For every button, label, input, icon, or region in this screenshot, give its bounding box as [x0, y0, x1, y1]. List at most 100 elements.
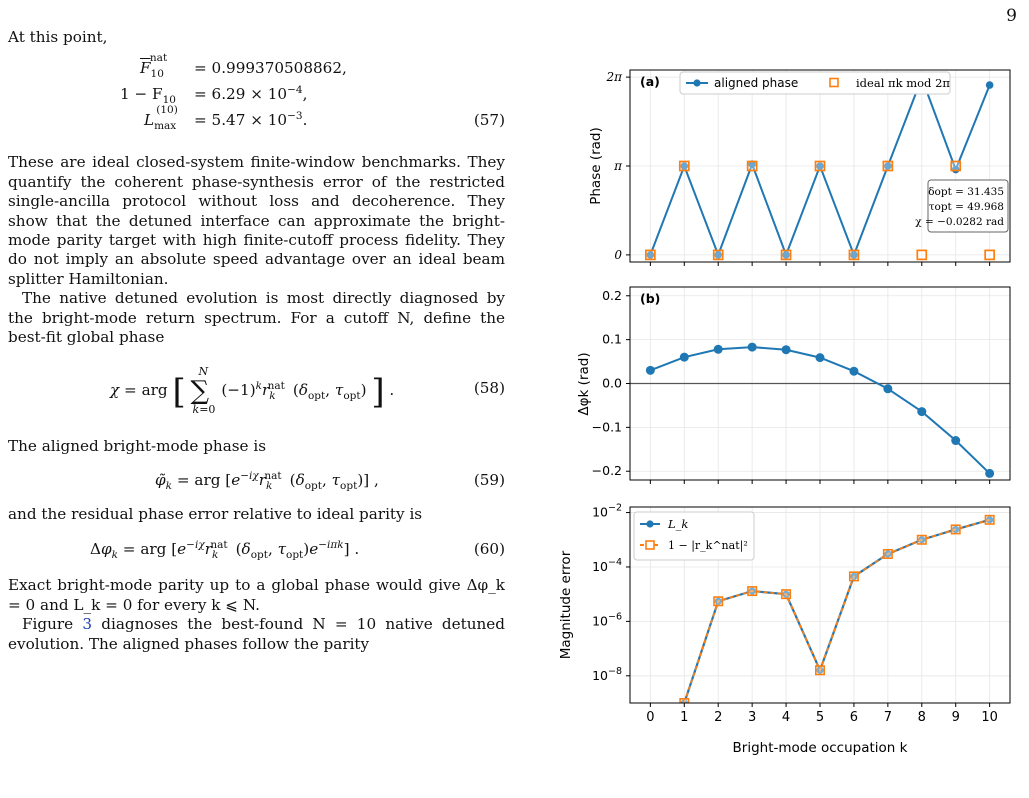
y-tick-label: 0.2	[602, 288, 622, 303]
eq59-number: (59)	[473, 470, 505, 489]
paragraph-benchmarks: These are ideal closed-system finite-win…	[8, 153, 505, 288]
magnitude-point	[747, 586, 758, 597]
x-tick-label: 10	[981, 710, 998, 725]
phase-error-point	[849, 366, 859, 376]
magnitude-point	[882, 548, 893, 559]
x-tick-label: 1	[680, 710, 688, 725]
fig-ref-pre: Figure	[22, 615, 83, 634]
phase-error-point	[815, 353, 825, 363]
ideal-phase-point	[814, 160, 826, 172]
legend-magnitude: 1 − |r_k^nat|²	[668, 539, 748, 553]
panel-a-label: (a)	[640, 74, 660, 89]
aligned-phase-point	[646, 251, 655, 259]
magnitude-point	[848, 571, 859, 582]
paragraph-figure-ref: Figure 3 diagnoses the best-found N = 10…	[8, 615, 505, 654]
y-tick-label: 10−6	[592, 611, 622, 628]
aligned-phase-point	[714, 251, 723, 259]
legend-lk-marker	[646, 520, 654, 528]
aligned-phase-point	[816, 162, 824, 170]
aligned-phase-point	[985, 81, 994, 89]
phase-error-point	[883, 384, 893, 394]
magnitude-point	[950, 524, 961, 535]
aligned-phase-point	[951, 165, 960, 174]
eq57-line2-value: = 6.29 × 10	[194, 85, 288, 104]
aligned-phase-point	[884, 162, 892, 170]
x-axis-label: Bright-mode occupation k	[733, 740, 908, 756]
ideal-phase-point	[645, 249, 656, 261]
panel-b-ylabel: Δφk (rad)	[576, 352, 592, 415]
x-tick-label: 9	[952, 710, 960, 725]
panel-b-label: (b)	[640, 291, 660, 306]
fig-ref-post: diagnoses the best-found N = 10 native d…	[8, 615, 505, 653]
y-tick-label: 0.1	[602, 332, 622, 347]
eq57-line1-value: = 0.999370508862,	[194, 59, 347, 78]
eq57-line3-symbol: L	[144, 111, 155, 130]
page-number: 9	[1006, 6, 1017, 26]
eq58-number: (58)	[473, 379, 505, 398]
magnitude-point	[781, 589, 792, 600]
intro-text: At this point,	[8, 28, 108, 46]
ideal-phase-point	[712, 249, 724, 261]
eq57-line1-symbol: F	[140, 59, 151, 78]
paragraph-return-spectrum: The native detuned evolution is most dir…	[8, 289, 505, 347]
panel-a-annotation: δopt = 31.435 τopt = 49.968 χ = −0.0282 …	[915, 179, 1009, 233]
legend-lk: L_k	[667, 517, 688, 531]
equation-58: χ = arg [ N ∑ k=0 (−1)krknat (δopt, τopt)…	[110, 365, 505, 417]
panel-c-ylabel: Magnitude error	[558, 550, 574, 659]
magnitude-point	[984, 514, 995, 525]
eq57-number: (57)	[473, 111, 505, 130]
x-tick-label: 3	[748, 710, 756, 725]
y-tick-label: π	[613, 159, 623, 173]
equation-60: Δφk = arg [e−iχrknat (δopt, τopt)e−iπk] .…	[90, 539, 505, 562]
y-tick-label: −0.2	[592, 463, 622, 478]
x-tick-label: 5	[816, 710, 824, 725]
ideal-phase-point	[984, 249, 995, 261]
y-tick-label: 10−4	[592, 557, 622, 574]
equation-59: φ̃k = arg [e−iχrknat (δopt, τopt)] , (59)	[155, 469, 505, 492]
figure-3-link[interactable]: 3	[82, 615, 93, 634]
aligned-phase-point	[680, 162, 689, 170]
phase-error-point	[951, 436, 961, 446]
ideal-phase-point	[746, 160, 758, 172]
eq57-line2-exponent: −4	[287, 84, 303, 97]
aligned-phase-point	[782, 251, 790, 259]
phase-error-point	[713, 344, 723, 354]
eq57-line2-symbol: 1 − F	[120, 85, 163, 104]
text-column: At this point, F10nat = 0.999370508862, …	[8, 24, 505, 654]
legend-aligned-phase: aligned phase	[714, 76, 798, 90]
magnitude-point	[713, 596, 724, 607]
eq60-number: (60)	[473, 540, 505, 559]
ideal-phase-point	[950, 160, 962, 172]
y-tick-label: 2π	[605, 70, 623, 84]
y-tick-label: 0	[614, 248, 622, 262]
magnitude-point	[916, 534, 927, 545]
lk-point	[986, 516, 994, 524]
phase-error-point	[985, 468, 995, 478]
phase-error-point	[781, 345, 791, 355]
panel-a-ylabel: Phase (rad)	[588, 127, 604, 205]
phase-error-point	[917, 407, 927, 417]
phase-error-point	[747, 342, 757, 352]
legend-ideal-marker	[829, 77, 839, 88]
y-tick-label: 10−8	[592, 666, 622, 683]
paragraph-residual: and the residual phase error relative to…	[8, 504, 423, 523]
y-tick-label: 0.0	[602, 376, 622, 391]
x-tick-label: 8	[918, 710, 926, 725]
paragraph-exact-parity: Exact bright-mode parity up to a global …	[8, 576, 505, 614]
x-tick-label: 6	[850, 710, 858, 725]
phase-error-point	[645, 365, 655, 375]
legend-aligned-marker	[693, 79, 701, 87]
aligned-phase-point	[850, 251, 858, 259]
x-tick-label: 7	[884, 710, 892, 725]
annotation-tau-opt: τopt = 49.968	[929, 201, 1004, 213]
ideal-phase-point	[916, 249, 928, 261]
legend-mag-marker	[645, 540, 655, 550]
ideal-phase-point	[882, 160, 894, 172]
x-tick-label: 2	[714, 710, 722, 725]
paragraph-aligned-phase: The aligned bright-mode phase is	[8, 437, 267, 456]
panel-b: −0.2 −0.1 0.0 0.1 0.2 (b) Δφk (rad)	[576, 286, 1011, 484]
panel-a-legend: aligned phase ideal πk mod 2π	[679, 71, 951, 95]
ideal-phase-point	[780, 249, 792, 261]
y-tick-label: 10−2	[592, 503, 622, 520]
magnitude-line	[683, 518, 990, 703]
